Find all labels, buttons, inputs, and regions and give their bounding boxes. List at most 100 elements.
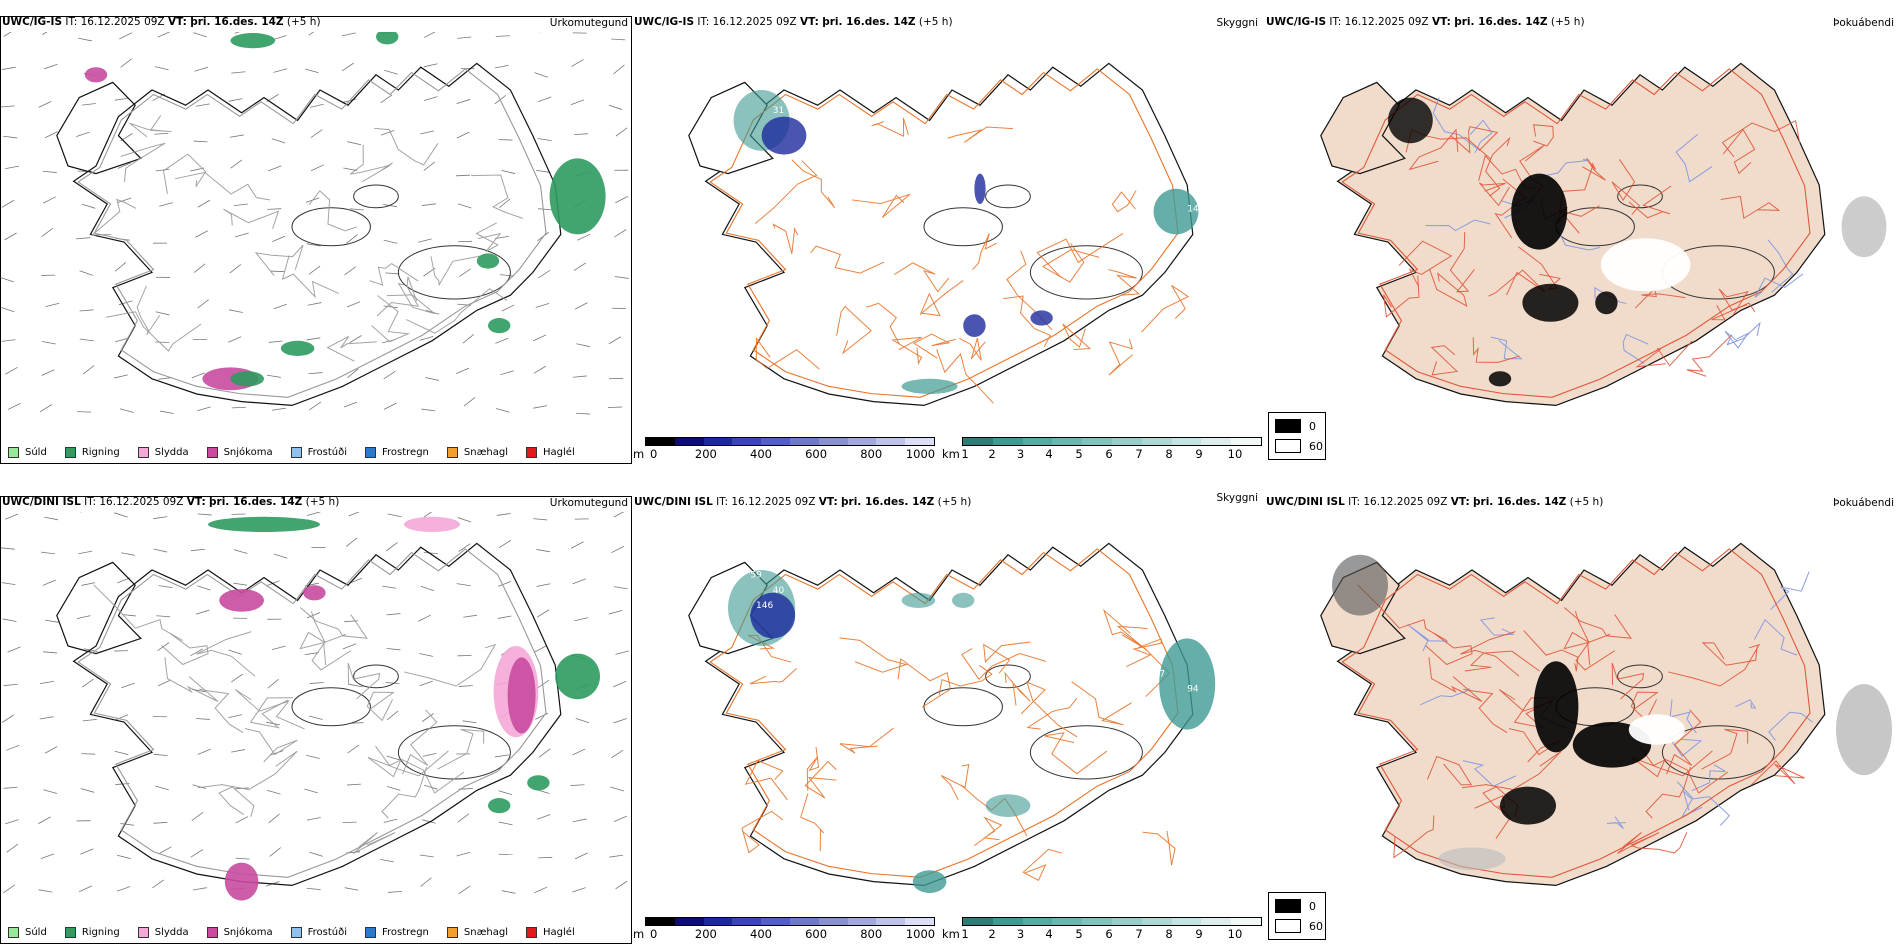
it-label: IT: xyxy=(1329,16,1342,28)
road-line xyxy=(961,648,1047,681)
wind-barb xyxy=(494,754,509,758)
wind-barb xyxy=(495,408,510,413)
road-line xyxy=(936,349,994,404)
road-line xyxy=(940,764,970,801)
glacier-outline xyxy=(397,725,511,780)
legend-label: Súld xyxy=(25,446,47,458)
road-line xyxy=(386,282,435,315)
wind-barb xyxy=(500,370,514,376)
legend-item: Snæhagl xyxy=(446,926,508,938)
wind-barb xyxy=(268,165,282,172)
visibility-colorbar-bot: km 1 2 3 4 5 6 7 8 9 10 xyxy=(942,917,1262,941)
wind-barb xyxy=(305,68,319,74)
road-line xyxy=(90,198,137,236)
panel-title: Þokuábendi xyxy=(1833,497,1894,509)
wind-barb xyxy=(1,199,15,208)
legend-item: Rigning xyxy=(64,446,120,458)
wind-barb xyxy=(7,403,21,410)
tick-label: 3 xyxy=(1016,447,1025,461)
wind-barb xyxy=(382,585,397,589)
ring-road xyxy=(709,548,1179,878)
road-line xyxy=(1111,190,1137,213)
wind-barb xyxy=(235,857,250,860)
precip-area xyxy=(549,158,606,235)
legend-label: Frostúði xyxy=(307,446,347,458)
glacier-outline xyxy=(291,207,371,247)
tick-label: 0 xyxy=(650,447,658,461)
wind-barb xyxy=(42,170,57,173)
river-line xyxy=(1768,711,1814,741)
wind-barb xyxy=(272,235,286,243)
road-line xyxy=(772,223,799,254)
wind-barb xyxy=(497,580,512,587)
vt-value: þri. 16.des. 14Z xyxy=(822,16,916,28)
wind-barb xyxy=(306,755,320,759)
wind-barb xyxy=(458,885,471,895)
road-line xyxy=(1686,334,1733,377)
wind-barb xyxy=(45,302,60,307)
tick-label: 200 xyxy=(694,447,717,461)
cloud-base-label: 11 xyxy=(818,624,829,634)
precip-area xyxy=(761,116,807,155)
wind-barb xyxy=(608,104,623,110)
precip-legend: Súld Rigning Slydda Snjókoma Frostúði Fr… xyxy=(0,920,630,944)
road-line xyxy=(959,337,986,361)
wind-barb xyxy=(308,715,323,720)
road-line xyxy=(376,276,420,317)
wind-barb xyxy=(231,406,246,409)
road-line xyxy=(369,262,419,286)
wind-barb xyxy=(197,406,211,412)
wind-barb xyxy=(383,239,398,244)
glacier-outline xyxy=(353,184,399,209)
wind-barb xyxy=(1,66,16,70)
panel-frame xyxy=(0,496,632,944)
fog-area xyxy=(1628,714,1685,745)
wind-barb xyxy=(235,232,249,238)
legend-label: Haglél xyxy=(543,446,575,458)
legend-item: Slydda xyxy=(137,446,189,458)
precip-map-bot xyxy=(0,512,630,901)
coastline xyxy=(704,62,1194,407)
wind-barb xyxy=(346,301,361,308)
panel-title: Úrkomutegund xyxy=(549,497,628,509)
road-line xyxy=(371,295,411,343)
wind-barb xyxy=(271,407,286,411)
precip-area xyxy=(912,870,947,893)
tick-label: 2 xyxy=(988,927,996,941)
cloud-base-label: 40 xyxy=(773,586,785,596)
wind-barb xyxy=(341,32,356,37)
road-line xyxy=(1408,128,1459,171)
road-line xyxy=(973,816,1003,847)
road-line xyxy=(1463,688,1508,734)
precip-area xyxy=(1153,188,1199,235)
fog-area xyxy=(1511,173,1568,250)
wind-barb xyxy=(119,32,133,40)
road-line xyxy=(326,335,377,362)
precip-area xyxy=(555,653,600,700)
road-line xyxy=(938,665,993,696)
wind-barb xyxy=(158,585,173,589)
wind-barb xyxy=(270,270,285,273)
wind-barb xyxy=(193,263,206,273)
wind-barb xyxy=(420,130,435,135)
wind-barb xyxy=(154,132,169,135)
road-line xyxy=(406,288,508,334)
road-line xyxy=(1428,657,1483,702)
road-line xyxy=(1430,345,1459,376)
road-line xyxy=(375,745,465,794)
wind-barb xyxy=(385,272,400,275)
legend-swatch xyxy=(137,446,149,458)
tick-label: 9 xyxy=(1195,927,1203,941)
wind-barb xyxy=(615,650,630,655)
road-line xyxy=(1108,338,1134,376)
wind-barb xyxy=(347,141,362,146)
tick-label: 10 xyxy=(1227,447,1243,461)
wind-barb xyxy=(346,783,361,786)
ring-road xyxy=(1341,68,1811,398)
wind-barb xyxy=(613,815,627,823)
panel-top-precip: UWC/IG-IS IT: 16.12.2025 09Z VT: þri. 16… xyxy=(0,12,632,464)
wind-barb xyxy=(535,302,550,308)
river-line xyxy=(1676,781,1731,826)
wind-barb xyxy=(228,98,243,102)
glacier-outline xyxy=(1029,725,1143,780)
